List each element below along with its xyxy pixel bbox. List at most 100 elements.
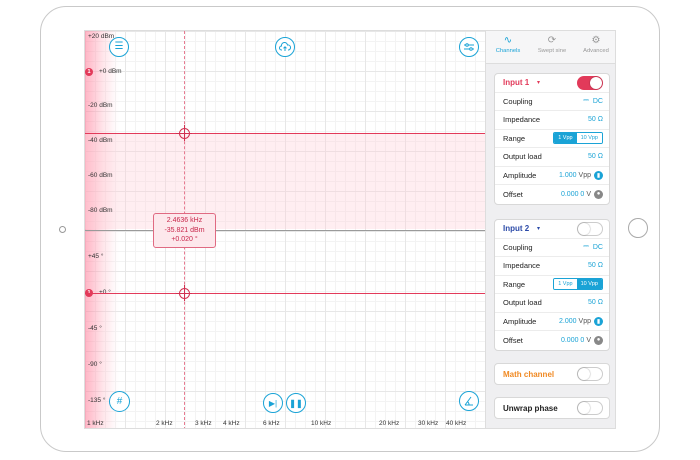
y-label-minus45deg: -45 °	[88, 325, 102, 332]
gear-icon: ⚙	[591, 35, 601, 46]
input2-amplitude-row[interactable]: Amplitude 2.000 Vpp ▮	[495, 313, 609, 331]
math-channel-toggle[interactable]	[577, 367, 603, 381]
input2-title: Input 2	[503, 224, 530, 234]
pause-button[interactable]: ❚❚	[286, 393, 306, 413]
input1-title: Input 1	[503, 78, 530, 88]
plot-divider	[85, 230, 485, 231]
menu-button[interactable]: ☰	[109, 37, 129, 57]
channel1-highlight-band	[85, 133, 485, 229]
input1-impedance-label: Impedance	[503, 115, 541, 125]
input1-range-10vpp[interactable]: 10 Vpp	[576, 133, 602, 144]
input2-amplitude-value: 2.000	[559, 317, 577, 325]
input1-coupling-value: DC	[592, 97, 603, 105]
y-label-minus135deg: -135 °	[88, 397, 106, 404]
x-label-40khz: 40 kHz	[446, 420, 467, 427]
readout-level: -35.821 dBm	[164, 226, 205, 234]
unwrap-phase-toggle[interactable]	[577, 401, 603, 415]
y-label-plus45deg: +45 °	[88, 253, 104, 260]
magnitude-cursor-target[interactable]	[176, 125, 192, 141]
single-sweep-button[interactable]: ▶|	[263, 393, 283, 413]
panel-tabs: ∿ Channels ⟳ Swept sine ⚙ Advanced	[486, 31, 615, 64]
y-label-20dbm: +20 dBm	[88, 33, 115, 40]
input1-output-load-row[interactable]: Output load 50 Ω	[495, 148, 609, 167]
input1-offset-value: 0.000 0	[560, 190, 585, 198]
cursor-readout[interactable]: 2.4636 kHz -35.821 dBm +0.020 °	[153, 213, 216, 248]
input2-coupling-row[interactable]: Coupling ⎓ DC	[495, 239, 609, 257]
input1-caret-icon: ▾	[537, 80, 541, 87]
input2-impedance-label: Impedance	[503, 261, 541, 271]
phase-cursor-target[interactable]	[176, 285, 192, 301]
y-label-minus80dbm: -80 dBm	[88, 207, 113, 214]
x-label-4khz: 4 kHz	[223, 420, 240, 427]
math-channel-row[interactable]: Math channel	[495, 364, 609, 384]
input2-toggle[interactable]	[577, 221, 603, 236]
phase-trace	[85, 293, 485, 295]
channel1-level-marker[interactable]: 1	[85, 68, 93, 76]
reset-dial-icon[interactable]: ●	[594, 335, 603, 345]
input1-card: Input 1 ▾ Coupling ⎓ DC Impedance 50 Ω R…	[494, 73, 610, 205]
input2-offset-unit: V	[586, 336, 591, 344]
input2-amplitude-label: Amplitude	[503, 316, 537, 326]
input2-range-selector: 1 Vpp 10 Vpp	[553, 278, 603, 291]
app-screen: +20 dBm +0 dBm -20 dBm -40 dBm -60 dBm -…	[84, 30, 616, 429]
input2-offset-row[interactable]: Offset 0.000 0 V ●	[495, 331, 609, 350]
reset-dial-icon[interactable]: ●	[594, 189, 603, 199]
y-label-minus40dbm: -40 dBm	[88, 137, 113, 144]
input1-range-selector: 1 Vpp 10 Vpp	[553, 132, 603, 145]
slider-adjust-icon[interactable]: ▮	[594, 316, 603, 326]
input1-amplitude-unit: Vpp	[578, 171, 591, 179]
slider-adjust-icon[interactable]: ▮	[594, 170, 603, 180]
measure-button[interactable]	[459, 391, 479, 411]
x-label-3khz: 3 kHz	[195, 420, 212, 427]
input1-offset-row[interactable]: Offset 0.000 0 V ●	[495, 185, 609, 204]
tab-advanced[interactable]: ⚙ Advanced	[574, 31, 615, 63]
sliders-icon	[464, 43, 474, 51]
readout-phase: +0.020 °	[171, 236, 198, 243]
unwrap-phase-card: Unwrap phase	[494, 397, 610, 419]
x-label-6khz: 6 kHz	[263, 420, 280, 427]
readout-frequency: 2.4636 kHz	[166, 217, 203, 224]
grid-icon: #	[116, 396, 123, 407]
toggle-knob	[578, 368, 590, 380]
input2-impedance-value: 50 Ω	[588, 262, 603, 270]
input2-range-10vpp[interactable]: 10 Vpp	[576, 279, 602, 290]
tab-channels[interactable]: ∿ Channels	[486, 31, 530, 63]
math-channel-card: Math channel	[494, 363, 610, 385]
sweep-icon: ⟳	[547, 35, 557, 46]
grid-toggle-button[interactable]: #	[109, 391, 130, 412]
angle-icon	[464, 396, 473, 406]
x-label-20khz: 20 kHz	[379, 420, 400, 427]
input1-toggle[interactable]	[577, 75, 603, 90]
input2-card: Input 2 ▾ Coupling ⎓ DC Impedance 50 Ω R…	[494, 219, 610, 351]
input1-amplitude-row[interactable]: Amplitude 1.000 Vpp ▮	[495, 167, 609, 185]
input2-impedance-row[interactable]: Impedance 50 Ω	[495, 257, 609, 276]
play-step-icon: ▶|	[268, 398, 278, 408]
input1-amplitude-value: 1.000	[559, 171, 577, 179]
bode-plot[interactable]: +20 dBm +0 dBm -20 dBm -40 dBm -60 dBm -…	[85, 31, 485, 428]
input1-impedance-row[interactable]: Impedance 50 Ω	[495, 111, 609, 130]
input1-range-1vpp[interactable]: 1 Vpp	[554, 133, 577, 144]
input2-output-load-label: Output load	[503, 298, 542, 308]
input2-output-load-row[interactable]: Output load 50 Ω	[495, 294, 609, 313]
input2-range-1vpp[interactable]: 1 Vpp	[554, 279, 577, 290]
toggle-knob	[578, 222, 590, 235]
tab-advanced-label: Advanced	[583, 48, 609, 54]
settings-sliders-button[interactable]	[459, 37, 479, 57]
y-label-0deg: +0 °	[99, 289, 111, 296]
input1-coupling-row[interactable]: Coupling ⎓ DC	[495, 93, 609, 111]
y-label-minus90deg: -90 °	[88, 361, 102, 368]
input1-offset-label: Offset	[503, 189, 523, 199]
x-label-2khz: 2 kHz	[156, 420, 173, 427]
unwrap-phase-row[interactable]: Unwrap phase	[495, 398, 609, 418]
home-button[interactable]	[628, 218, 648, 238]
tab-channels-label: Channels	[495, 48, 521, 54]
camera-dot	[59, 226, 66, 233]
input1-output-load-label: Output load	[503, 152, 542, 162]
input2-header[interactable]: Input 2 ▾	[495, 220, 609, 239]
tab-swept-sine[interactable]: ⟳ Swept sine	[530, 31, 574, 63]
input2-offset-label: Offset	[503, 335, 523, 345]
math-channel-label: Math channel	[503, 369, 555, 379]
coupling-dc-icon: ⎓	[583, 243, 589, 251]
input1-header[interactable]: Input 1 ▾	[495, 74, 609, 93]
cloud-upload-button[interactable]	[275, 37, 295, 57]
